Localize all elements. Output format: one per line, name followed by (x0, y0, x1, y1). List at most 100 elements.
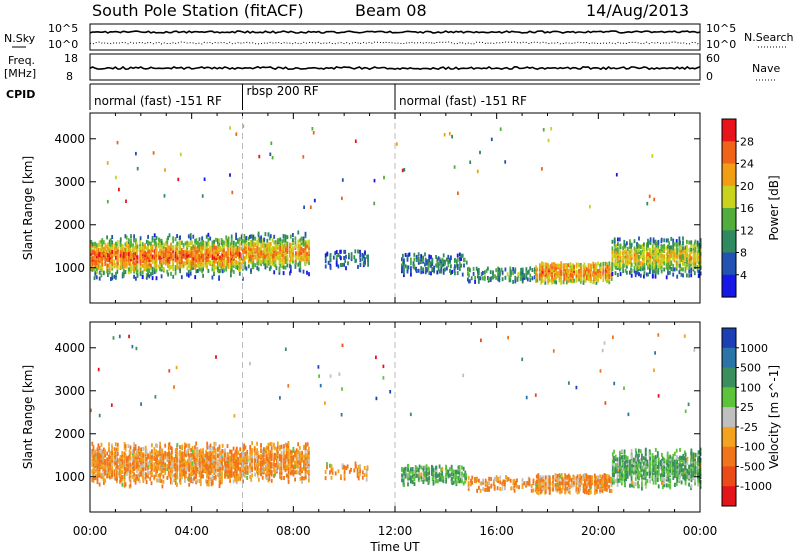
range-cell (160, 453, 163, 458)
range-cell (442, 268, 445, 273)
range-cell (544, 262, 547, 267)
range-cell (324, 259, 327, 264)
range-cell (627, 254, 629, 259)
range-cell (156, 478, 158, 483)
range-cell (567, 268, 570, 273)
range-cell (367, 254, 369, 259)
range-cell (460, 253, 463, 258)
range-cell (179, 247, 181, 252)
nsky-tick-bottom: 10^0 (48, 38, 78, 51)
range-cell (119, 467, 122, 472)
range-cell (139, 243, 142, 247)
range-cell (282, 244, 285, 249)
range-cell (151, 276, 154, 281)
range-cell (667, 244, 669, 249)
range-cell (162, 259, 165, 264)
range-cell (132, 263, 134, 268)
range-cell (289, 452, 292, 457)
range-cell (130, 251, 132, 256)
range-cell (529, 266, 532, 271)
nave-tick-bottom: 0 (706, 70, 713, 83)
range-cell (195, 246, 198, 251)
range-cell (155, 267, 158, 272)
range-cell (242, 446, 244, 451)
range-cell (672, 267, 675, 272)
range-cell (676, 242, 679, 247)
range-cell (111, 453, 114, 458)
date-label: 14/Aug/2013 (586, 1, 689, 20)
range-cell (657, 258, 660, 263)
range-cell (235, 454, 238, 459)
range-cell (694, 254, 697, 259)
range-cell (139, 261, 142, 266)
range-cell (575, 264, 578, 269)
colorbar-label: Power [dB] (767, 175, 781, 240)
panel-border (89, 112, 701, 304)
range-cell (103, 480, 105, 485)
range-cell (424, 262, 426, 267)
range-cell (176, 464, 179, 469)
y-tick-label: 1000 (54, 261, 85, 275)
range-cell (276, 462, 279, 467)
range-cell (642, 243, 644, 248)
range-cell (699, 238, 702, 243)
range-cell (111, 256, 114, 261)
range-cell (195, 466, 198, 471)
range-cell (553, 279, 556, 284)
range-cell (494, 274, 496, 279)
range-cell (261, 464, 264, 469)
range-cell (198, 470, 201, 475)
range-cell (98, 276, 101, 281)
range-cell (91, 462, 94, 467)
nsky-label: N.Sky (4, 32, 36, 45)
colorbar-tick-label: 8 (740, 247, 747, 260)
range-cell (168, 233, 171, 238)
range-cell (344, 249, 347, 254)
range-cell (100, 448, 103, 453)
range-cell (280, 476, 283, 480)
range-cell (690, 260, 693, 265)
range-cell (555, 263, 558, 268)
range-cell (151, 466, 153, 471)
range-cell (186, 272, 188, 277)
range-cell (260, 250, 263, 254)
range-cell (139, 236, 142, 241)
range-cell (295, 469, 298, 474)
range-cell (190, 255, 193, 260)
range-cell (357, 249, 359, 254)
range-cell (435, 255, 437, 259)
range-cell (98, 467, 101, 471)
range-cell (582, 273, 585, 278)
range-cell (174, 467, 177, 471)
range-cell (108, 257, 111, 262)
range-cell (153, 270, 156, 274)
range-cell (276, 459, 279, 463)
range-cell (284, 468, 287, 473)
range-cell (104, 478, 106, 483)
range-cell (190, 457, 192, 461)
range-cell (279, 237, 282, 242)
range-cell (244, 454, 247, 459)
range-cell (190, 463, 192, 468)
range-cell (199, 464, 202, 469)
range-cell (529, 273, 532, 278)
range-cell (134, 452, 137, 457)
range-cell (121, 453, 124, 458)
range-cell (184, 445, 186, 450)
range-cell (104, 258, 107, 263)
range-cell (180, 258, 183, 262)
range-cell (448, 132, 451, 136)
range-cell (181, 463, 184, 468)
range-cell (90, 261, 93, 266)
range-cell (194, 452, 196, 456)
range-cell (622, 246, 624, 251)
range-cell (218, 269, 220, 274)
range-cell (116, 447, 119, 452)
range-cell (249, 451, 252, 456)
range-cell (355, 258, 357, 263)
range-cell (223, 268, 225, 273)
range-cell (659, 259, 661, 264)
range-cell (145, 463, 148, 468)
range-cell (155, 276, 158, 281)
range-cell (187, 452, 190, 457)
